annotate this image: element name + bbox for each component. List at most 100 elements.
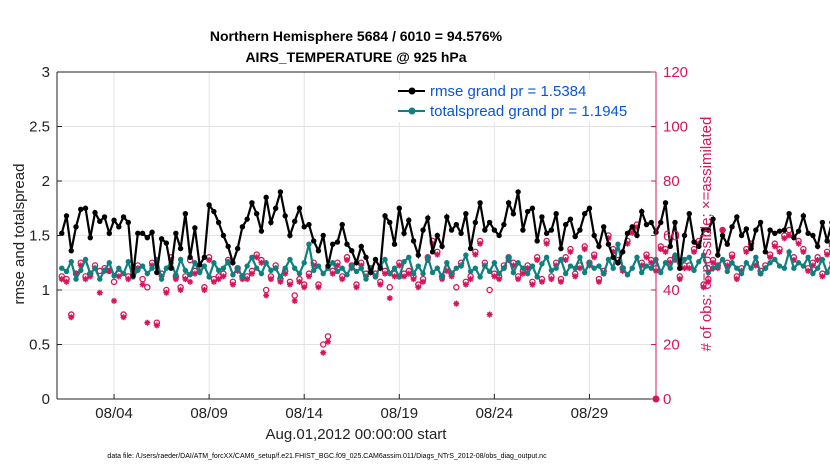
obs-assimilated-point bbox=[301, 284, 308, 291]
spread-point bbox=[258, 270, 265, 277]
spread-point bbox=[482, 263, 488, 269]
rmse-point bbox=[239, 224, 246, 230]
spread-point bbox=[486, 268, 493, 275]
rmse-point bbox=[591, 232, 597, 239]
y-axis-right-label: # of obs: o=possible; ×=assimilated bbox=[698, 117, 715, 352]
spread-point bbox=[734, 265, 740, 271]
rmse-point bbox=[805, 230, 811, 237]
spread-point bbox=[244, 263, 250, 269]
rmse-point bbox=[253, 211, 260, 217]
spread-point bbox=[567, 263, 574, 269]
spread-point bbox=[453, 265, 460, 271]
rmse-point bbox=[429, 249, 436, 255]
obs-assimilated-point bbox=[420, 278, 427, 285]
rmse-point bbox=[662, 200, 669, 206]
rmse-point bbox=[772, 230, 778, 237]
rmse-point bbox=[710, 216, 716, 222]
spread-point bbox=[577, 254, 583, 260]
y-right-tick-label: 40 bbox=[663, 282, 680, 299]
rmse-point bbox=[762, 249, 769, 255]
rmse-point bbox=[681, 232, 688, 239]
series-layer bbox=[58, 189, 830, 403]
rmse-point bbox=[344, 241, 350, 247]
spread-point bbox=[696, 258, 702, 265]
obs-assimilated-point bbox=[576, 265, 583, 272]
spread-point bbox=[786, 249, 792, 255]
rmse-point bbox=[296, 205, 303, 211]
x-tick-label: 08/19 bbox=[381, 405, 419, 422]
x-tick-label: 08/14 bbox=[285, 405, 323, 422]
spread-point bbox=[291, 265, 298, 271]
obs-assimilated-point bbox=[343, 257, 350, 264]
spread-point bbox=[263, 260, 269, 266]
rmse-point bbox=[92, 209, 98, 216]
rmse-point bbox=[524, 208, 531, 215]
spread-point bbox=[795, 260, 802, 266]
obs-assimilated-point bbox=[719, 227, 726, 234]
obs-assimilated-point bbox=[410, 276, 417, 283]
spread-point bbox=[491, 260, 498, 266]
spread-point bbox=[196, 269, 203, 276]
spread-point bbox=[729, 260, 735, 266]
obs-assimilated-point bbox=[795, 240, 802, 247]
spread-point bbox=[605, 256, 612, 263]
rmse-point bbox=[572, 233, 578, 240]
spread-point bbox=[177, 256, 184, 263]
spread-point bbox=[106, 260, 112, 266]
spread-point bbox=[230, 272, 236, 278]
rmse-point bbox=[467, 245, 474, 252]
rmse-point bbox=[624, 230, 631, 237]
spread-point bbox=[349, 263, 355, 269]
rmse-point bbox=[196, 262, 203, 268]
rmse-point bbox=[596, 243, 602, 250]
rmse-point bbox=[125, 219, 132, 226]
rmse-point bbox=[724, 241, 731, 247]
obs-assimilated-point bbox=[201, 287, 208, 293]
rmse-point bbox=[315, 248, 322, 254]
obs-assimilated-point bbox=[729, 254, 736, 261]
rmse-point bbox=[639, 208, 645, 215]
rmse-point bbox=[686, 211, 692, 217]
rmse-point bbox=[387, 219, 393, 226]
rmse-point bbox=[291, 218, 298, 225]
obs-assimilated-point bbox=[491, 273, 498, 280]
obs-assimilated-point bbox=[743, 248, 750, 255]
y-right-tick-label: 120 bbox=[663, 64, 688, 81]
obs-assimilated-point bbox=[324, 338, 331, 345]
rmse-point bbox=[139, 230, 146, 237]
spread-point bbox=[515, 260, 521, 266]
rmse-point bbox=[363, 254, 369, 260]
rmse-point bbox=[73, 224, 79, 230]
obs-assimilated-point bbox=[120, 314, 127, 321]
obs-assimilated-point bbox=[263, 292, 270, 299]
rmse-point bbox=[776, 228, 783, 234]
obs-assimilated-point bbox=[477, 240, 484, 247]
rmse-point bbox=[610, 254, 616, 260]
rmse-point bbox=[743, 226, 750, 232]
spread-point bbox=[681, 256, 688, 263]
rmse-point bbox=[258, 228, 265, 234]
spread-point bbox=[353, 268, 360, 275]
spread-point bbox=[601, 270, 607, 277]
obs-assimilated-point bbox=[267, 276, 274, 283]
rmse-point bbox=[520, 227, 526, 233]
spread-point bbox=[738, 270, 745, 277]
spread-point bbox=[819, 256, 826, 263]
spread-point bbox=[548, 267, 555, 274]
obs-possible-point bbox=[324, 333, 332, 340]
obs-assimilated-point bbox=[676, 276, 683, 283]
rmse-point bbox=[505, 200, 512, 206]
rmse-point bbox=[486, 219, 493, 226]
rmse-point bbox=[753, 227, 759, 233]
rmse-point bbox=[691, 239, 697, 245]
x-tick-label: 08/29 bbox=[571, 405, 609, 422]
obs-assimilated-point bbox=[562, 257, 569, 264]
obs-assimilated-point bbox=[733, 276, 740, 283]
spread-point bbox=[163, 265, 170, 271]
rmse-point bbox=[59, 230, 65, 237]
spread-point bbox=[339, 265, 345, 271]
rmse-point bbox=[791, 234, 797, 241]
spread-point bbox=[534, 274, 540, 280]
rmse-point bbox=[824, 238, 830, 244]
rmse-point bbox=[173, 230, 179, 237]
